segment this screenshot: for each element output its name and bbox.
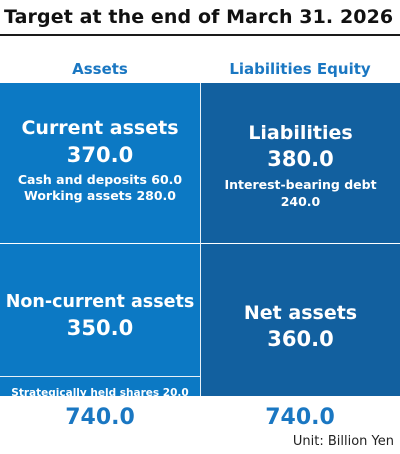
column-divider <box>200 83 201 396</box>
net-assets-value: 360.0 <box>267 327 334 351</box>
interest-bearing-debt-value: 240.0 <box>280 194 321 209</box>
non-current-assets-block: Non-current assets 350.0 Strategically h… <box>0 244 200 399</box>
current-assets-detail-cash: Cash and deposits 60.0 <box>17 172 183 187</box>
title-divider <box>0 34 400 36</box>
non-current-assets-value: 350.0 <box>66 316 134 340</box>
liabilities-value: 380.0 <box>267 147 334 171</box>
current-assets-detail-working: Working assets 280.0 <box>24 188 176 203</box>
liabilities-label: Liabilities <box>248 122 353 144</box>
unit-label: Unit: Billion Yen <box>292 434 394 449</box>
chart-title: Target at the end of March 31. 2026 <box>4 6 394 28</box>
net-assets-block: Net assets 360.0 <box>201 244 400 396</box>
current-assets-block: Current assets 370.0 Cash and deposits 6… <box>0 83 200 243</box>
strategically-held-shares-label: Strategically held shares 20.0 <box>11 387 189 399</box>
liabilities-equity-column-header: Liabilities Equity <box>229 60 371 78</box>
assets-column-header: Assets <box>72 60 128 78</box>
current-assets-label: Current assets <box>21 117 179 139</box>
net-assets-label: Net assets <box>243 302 358 324</box>
assets-total: 740.0 <box>65 405 135 430</box>
current-assets-value: 370.0 <box>66 143 134 167</box>
liabilities-equity-total: 740.0 <box>265 405 335 430</box>
strategic-shares-divider <box>0 376 200 377</box>
liabilities-block: Liabilities 380.0 Interest-bearing debt … <box>201 83 400 243</box>
non-current-assets-label: Non-current assets <box>5 292 195 312</box>
interest-bearing-debt-label: Interest-bearing debt <box>224 177 377 192</box>
